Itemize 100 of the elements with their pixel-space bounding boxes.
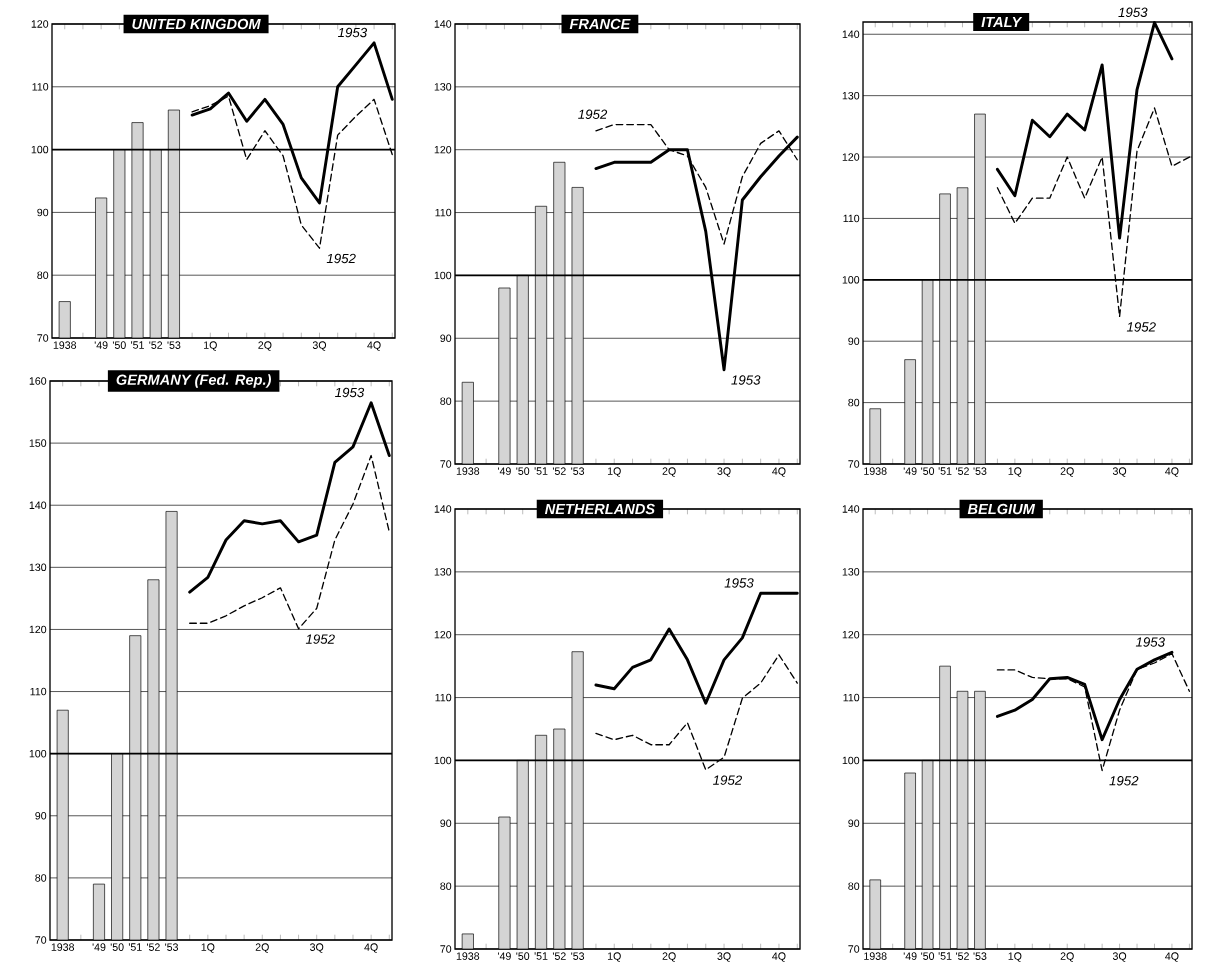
x-tick-label: 4Q	[772, 467, 786, 477]
series-label: 1952	[326, 253, 356, 264]
y-tick-label: 70	[848, 945, 860, 953]
series-label: 1952	[713, 775, 742, 785]
x-tick-label: 3Q	[310, 943, 324, 953]
y-tick-label: 120	[434, 145, 452, 154]
x-tick-label: '53	[165, 943, 179, 951]
y-tick-label: 70	[440, 460, 452, 468]
y-tick-label: 80	[440, 397, 452, 405]
x-tick-label: '50	[112, 341, 126, 349]
y-tick-label: 140	[29, 501, 47, 509]
x-tick-label: '49	[498, 952, 511, 960]
x-tick-label: 1Q	[1008, 467, 1022, 477]
y-tick-label: 110	[32, 83, 49, 91]
x-tick-label: '51	[938, 952, 952, 960]
x-tick-label: 1938	[864, 467, 887, 475]
y-tick-label: 70	[35, 936, 47, 944]
y-tick-label: 110	[30, 687, 47, 696]
y-tick-label: 90	[848, 337, 860, 345]
y-tick-label: 150	[29, 439, 47, 447]
y-tick-label: 160	[29, 377, 47, 385]
x-tick-label: 1938	[456, 467, 480, 475]
y-tick-label: 130	[434, 83, 452, 91]
y-tick-label: 80	[848, 398, 860, 407]
y-tick-label: 70	[37, 334, 49, 342]
x-tick-label: 1938	[51, 943, 75, 951]
y-tick-label: 130	[29, 563, 47, 572]
x-tick-label: '51	[131, 341, 144, 349]
y-tick-label: 130	[434, 568, 452, 576]
x-tick-label: '53	[973, 467, 987, 475]
x-tick-label: '53	[167, 341, 181, 349]
y-tick-label: 80	[848, 882, 860, 890]
y-tick-label: 90	[37, 208, 49, 217]
x-tick-label: '51	[534, 952, 548, 960]
x-tick-label: '49	[498, 467, 511, 475]
x-tick-label: 2Q	[662, 467, 676, 477]
y-tick-label: 140	[434, 20, 452, 28]
x-tick-label: '52	[552, 467, 566, 475]
x-tick-label: '51	[128, 943, 142, 951]
y-tick-label: 100	[29, 749, 47, 758]
x-tick-label: '52	[956, 467, 969, 475]
x-tick-label: '52	[552, 952, 566, 960]
series-label: 1953	[731, 375, 761, 385]
x-tick-label: 2Q	[258, 341, 272, 351]
chart-title: NETHERLANDS	[544, 503, 655, 515]
line-series	[189, 454, 390, 630]
x-tick-label: '52	[149, 341, 163, 349]
x-tick-label: 1938	[53, 341, 77, 349]
y-tick-label: 90	[440, 334, 452, 343]
x-tick-label: 2Q	[255, 943, 269, 953]
y-tick-label: 130	[842, 91, 860, 100]
x-tick-label: 3Q	[1112, 952, 1127, 962]
series-label: 1952	[1109, 776, 1139, 786]
x-tick-label: '49	[94, 341, 108, 349]
series-label: 1952	[1126, 322, 1156, 332]
x-tick-label: 1Q	[1008, 952, 1022, 962]
x-tick-label: 2Q	[662, 952, 676, 962]
series-label: 1952	[578, 109, 608, 119]
y-tick-label: 80	[440, 882, 452, 890]
y-tick-label: 120	[842, 153, 860, 161]
x-tick-label: '50	[516, 952, 530, 960]
y-tick-label: 100	[434, 271, 452, 280]
y-tick-label: 100	[434, 756, 452, 765]
y-tick-label: 100	[842, 756, 860, 765]
y-tick-label: 120	[29, 625, 47, 634]
x-tick-label: '50	[110, 943, 124, 951]
x-tick-label: 2Q	[1060, 467, 1074, 477]
y-tick-label: 90	[35, 812, 47, 820]
y-tick-label: 110	[843, 214, 860, 223]
x-tick-label: '53	[973, 952, 987, 960]
series-label: 1953	[1118, 7, 1148, 18]
x-tick-label: '49	[903, 952, 917, 960]
x-tick-label: 3Q	[717, 467, 731, 477]
x-tick-label: 1Q	[204, 341, 217, 351]
x-tick-label: '53	[571, 952, 585, 960]
y-tick-label: 130	[842, 568, 860, 576]
x-tick-label: 4Q	[367, 341, 381, 351]
y-tick-label: 140	[434, 505, 452, 513]
y-tick-label: 100	[842, 276, 860, 284]
y-tick-label: 110	[435, 693, 452, 702]
x-tick-label: 3Q	[312, 341, 327, 351]
y-tick-label: 80	[37, 271, 49, 279]
x-tick-label: '50	[921, 467, 935, 475]
x-tick-label: 1Q	[201, 943, 215, 953]
chart-title: BELGIUM	[967, 503, 1036, 515]
x-tick-label: '49	[92, 943, 106, 951]
y-tick-label: 140	[842, 30, 860, 39]
series-label: 1953	[1135, 637, 1165, 647]
x-tick-label: '51	[938, 467, 952, 475]
y-tick-label: 80	[35, 874, 47, 882]
x-tick-label: 1938	[456, 952, 480, 960]
y-tick-label: 120	[31, 20, 49, 28]
y-tick-label: 120	[434, 630, 452, 639]
x-tick-label: '50	[516, 467, 530, 475]
x-tick-label: 1Q	[607, 467, 621, 477]
x-tick-label: 3Q	[717, 952, 731, 962]
chart-title: FRANCE	[569, 18, 631, 30]
x-tick-label: 1938	[864, 952, 887, 960]
x-tick-label: '52	[147, 943, 160, 951]
x-tick-label: '51	[534, 467, 548, 475]
